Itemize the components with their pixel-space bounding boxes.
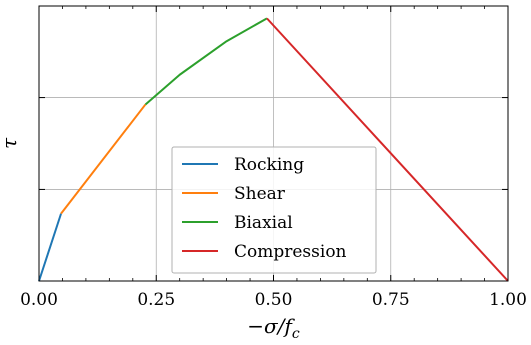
legend-label: Rocking: [234, 155, 304, 175]
series-line-biaxial: [144, 17, 268, 106]
series-line-compression: [266, 17, 509, 282]
ticks: [38, 6, 509, 281]
legend-label: Compression: [234, 242, 347, 262]
x-tick-label: 0.50: [255, 290, 293, 310]
x-axis-label: −σ/fc: [247, 314, 300, 342]
legend: Rocking Shear Biaxial Compression: [171, 146, 377, 274]
series-line-rocking: [38, 213, 62, 282]
x-tick-label: 1.00: [489, 290, 527, 310]
x-tick-label: 0.25: [137, 290, 175, 310]
legend-box: [171, 146, 377, 274]
y-axis-label: τ: [0, 137, 21, 149]
x-tick-label: 0.00: [20, 290, 58, 310]
x-axis-label-main: −σ/f: [247, 314, 295, 338]
series-line-shear: [60, 103, 147, 215]
legend-label: Shear: [234, 184, 286, 204]
x-tick-labels: 0.00 0.25 0.50 0.75 1.00: [20, 290, 527, 310]
x-tick-label: 0.75: [372, 290, 410, 310]
legend-label: Biaxial: [234, 213, 293, 233]
x-axis-label-subscript: c: [292, 326, 300, 342]
series-lines: [38, 17, 509, 282]
